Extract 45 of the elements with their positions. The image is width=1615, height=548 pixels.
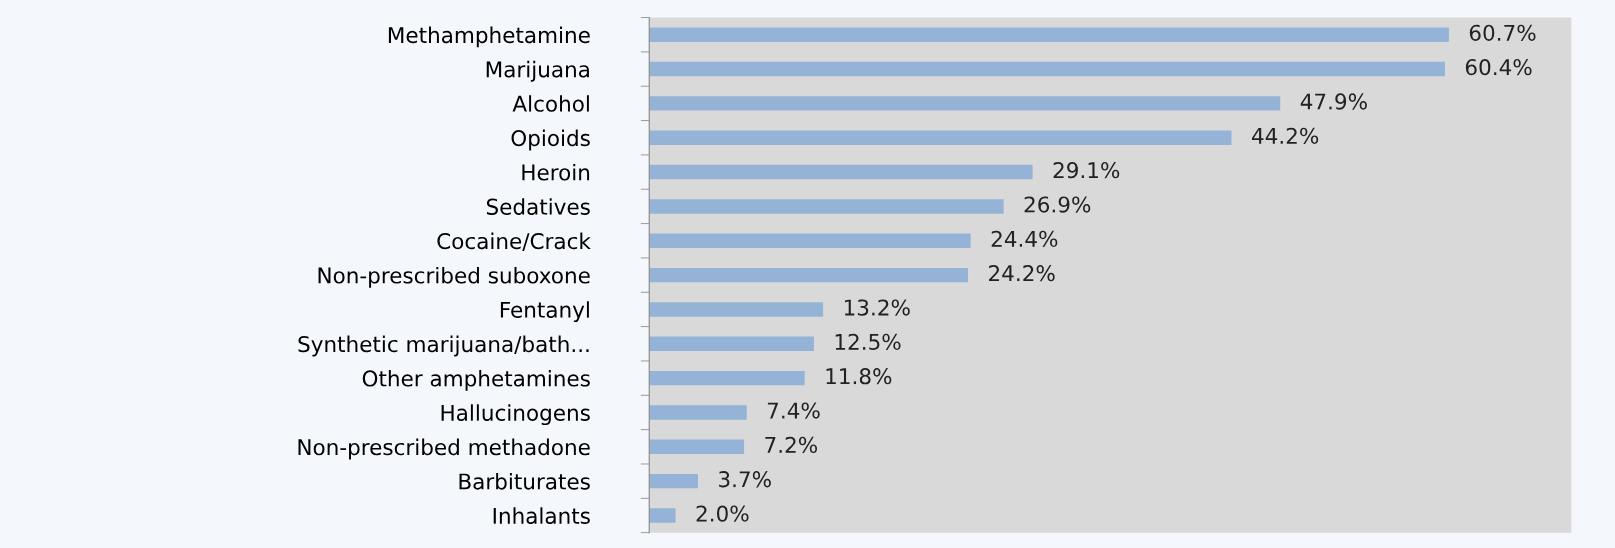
data-label: 60.4% <box>1465 59 1532 76</box>
bar <box>649 96 1281 111</box>
bar <box>649 336 814 351</box>
y-tick-label: Marijuana <box>486 60 589 82</box>
y-tick-label: Non-prescribed suboxone <box>318 266 590 288</box>
data-label: 7.2% <box>765 436 818 454</box>
data-label: 11.8% <box>826 368 892 385</box>
y-tick-label: Methamphetamine <box>388 26 590 48</box>
data-label: 13.2% <box>844 299 910 316</box>
data-label: 3.7% <box>719 471 771 488</box>
data-label: 24.2% <box>989 265 1055 282</box>
y-tick-label: Hallucinogens <box>441 404 590 426</box>
y-tick-label: Opioids <box>511 129 590 151</box>
bar <box>649 439 745 455</box>
bar <box>649 405 747 420</box>
bar <box>649 370 805 386</box>
bar <box>649 473 698 489</box>
y-tick-label: Alcohol <box>512 95 589 112</box>
bar <box>649 164 1033 180</box>
bar <box>649 233 971 248</box>
y-tick-label: Heroin <box>522 163 590 181</box>
bar <box>649 61 1445 77</box>
y-tick-label: Synthetic marijuana/bath... <box>298 335 589 357</box>
bar <box>649 302 824 317</box>
y-tick-label: Barbiturates <box>459 472 590 490</box>
y-tick-label: Inhalants <box>493 507 590 524</box>
data-label: 44.2% <box>1252 127 1319 144</box>
data-label: 12.5% <box>835 333 901 351</box>
data-label: 7.4% <box>767 402 820 419</box>
y-tick-label: Cocaine/Crack <box>437 232 591 251</box>
data-label: 24.4% <box>991 230 1058 247</box>
y-tick-label: Other amphetamines <box>362 369 590 391</box>
bar <box>649 508 676 523</box>
y-tick-label: Fentanyl <box>500 301 589 323</box>
data-label: 26.9% <box>1024 196 1091 213</box>
y-tick-label: Sedatives <box>486 198 590 215</box>
bar <box>649 130 1232 145</box>
y-tick-label: Non-prescribed methadone <box>298 438 590 460</box>
data-label: 29.1% <box>1053 162 1120 179</box>
data-label: 2.0% <box>696 505 749 522</box>
data-label: 47.9% <box>1300 93 1367 110</box>
bar <box>649 27 1449 42</box>
bar <box>649 267 969 283</box>
data-label: 60.7% <box>1469 24 1536 41</box>
bar <box>649 199 1004 214</box>
